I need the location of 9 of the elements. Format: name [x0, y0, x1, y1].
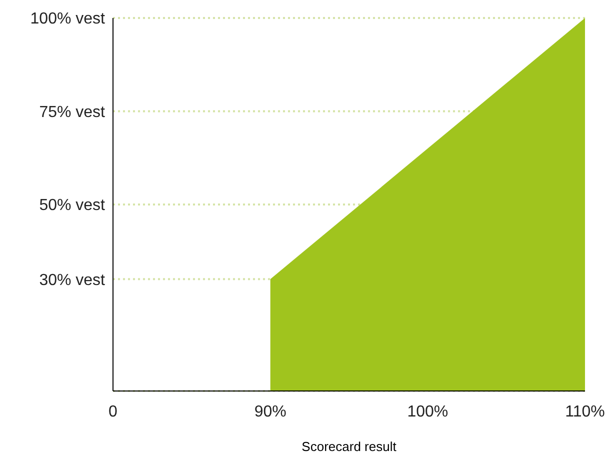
y-tick-label: 30% vest — [39, 272, 106, 289]
y-tick-label: 100% vest — [30, 10, 106, 28]
x-tick-label: 0 — [108, 403, 118, 420]
y-tick-label: 50% vest — [39, 197, 106, 214]
x-axis-title: Scorecard result — [302, 439, 397, 454]
x-tick-label: 90% — [254, 403, 286, 420]
x-tick-label: 110% — [565, 403, 605, 420]
x-tick-label: 100% — [407, 403, 448, 420]
y-tick-label: 75% vest — [39, 104, 106, 121]
